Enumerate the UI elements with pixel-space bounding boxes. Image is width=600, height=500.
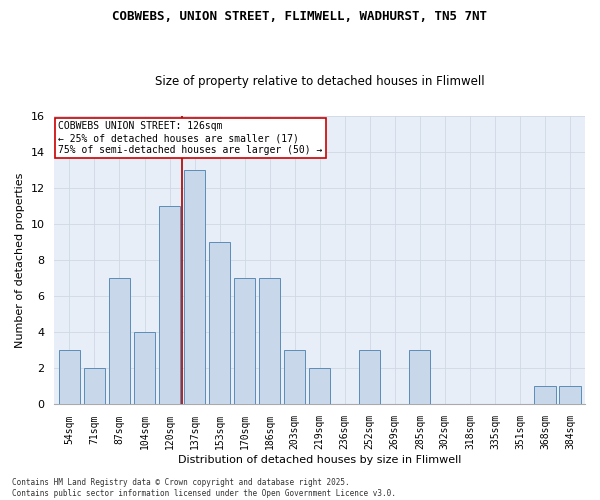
Bar: [259, 278, 280, 404]
Text: COBWEBS, UNION STREET, FLIMWELL, WADHURST, TN5 7NT: COBWEBS, UNION STREET, FLIMWELL, WADHURS…: [113, 10, 487, 23]
Bar: [309, 368, 331, 404]
Bar: [134, 332, 155, 404]
Bar: [84, 368, 105, 404]
Y-axis label: Number of detached properties: Number of detached properties: [15, 172, 25, 348]
Bar: [359, 350, 380, 405]
Title: Size of property relative to detached houses in Flimwell: Size of property relative to detached ho…: [155, 76, 485, 88]
Bar: [234, 278, 255, 404]
Text: Contains HM Land Registry data © Crown copyright and database right 2025.
Contai: Contains HM Land Registry data © Crown c…: [12, 478, 396, 498]
Bar: [209, 242, 230, 404]
Bar: [409, 350, 430, 405]
Text: COBWEBS UNION STREET: 126sqm
← 25% of detached houses are smaller (17)
75% of se: COBWEBS UNION STREET: 126sqm ← 25% of de…: [58, 122, 323, 154]
Bar: [559, 386, 581, 404]
Bar: [184, 170, 205, 404]
Bar: [535, 386, 556, 404]
Bar: [159, 206, 180, 404]
Bar: [59, 350, 80, 405]
Bar: [109, 278, 130, 404]
Bar: [284, 350, 305, 405]
X-axis label: Distribution of detached houses by size in Flimwell: Distribution of detached houses by size …: [178, 455, 461, 465]
